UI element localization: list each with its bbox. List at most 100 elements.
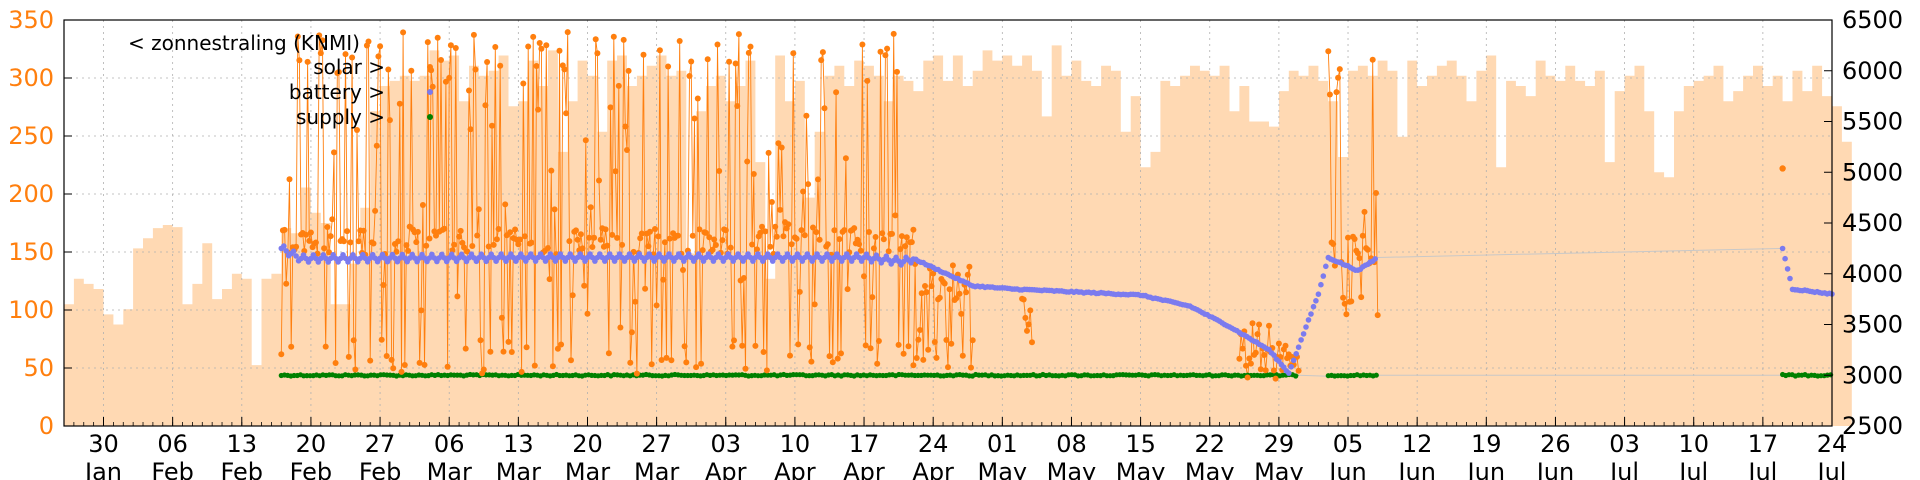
- solar-point: [597, 236, 604, 243]
- solar-point: [615, 82, 622, 89]
- solar-point: [889, 230, 895, 237]
- solar-point: [587, 204, 594, 211]
- battery-point: [283, 248, 290, 254]
- solar-point: [694, 95, 701, 102]
- solar-point: [612, 168, 619, 175]
- solar-point: [617, 324, 624, 331]
- solar-point: [892, 212, 899, 219]
- solar-point: [414, 228, 421, 235]
- solar-point: [592, 36, 599, 43]
- battery-point: [1295, 344, 1302, 351]
- solar-point: [908, 239, 915, 246]
- solar-point: [549, 363, 556, 370]
- solar-point: [507, 229, 514, 236]
- solar-point: [1261, 352, 1268, 358]
- tick-label-x-month: May: [1047, 458, 1097, 480]
- solar-point: [355, 238, 362, 245]
- solar-point: [1374, 312, 1381, 319]
- tick-label-y-left: 300: [8, 64, 54, 92]
- solar-point: [872, 234, 879, 240]
- solar-point: [647, 228, 653, 235]
- solar-point: [452, 45, 459, 51]
- battery-point: [1288, 364, 1294, 370]
- tick-label-x-day: 24: [918, 430, 949, 458]
- solar-point: [666, 235, 673, 242]
- solar-point: [1256, 321, 1263, 328]
- tick-label-y-right: 6500: [1842, 6, 1903, 34]
- battery-point: [1310, 303, 1317, 310]
- battery-point: [1779, 245, 1786, 252]
- solar-point: [485, 243, 492, 250]
- tick-label-x-day: 06: [157, 430, 188, 458]
- solar-point: [740, 275, 747, 281]
- solar-point: [413, 239, 420, 246]
- solar-point: [434, 34, 441, 41]
- battery-point: [1323, 263, 1329, 270]
- solar-point: [360, 227, 367, 234]
- solar-point: [528, 239, 535, 246]
- solar-point: [349, 54, 356, 61]
- solar-point: [426, 235, 433, 242]
- tick-label-y-right: 6000: [1842, 57, 1903, 85]
- solar-point: [1020, 296, 1027, 303]
- solar-point: [640, 51, 647, 58]
- solar-point: [903, 234, 910, 241]
- solar-point: [1354, 250, 1361, 257]
- tick-label-x-day: 15: [1125, 430, 1156, 458]
- solar-point: [375, 53, 382, 60]
- solar-point: [561, 66, 568, 73]
- solar-point: [340, 238, 347, 245]
- solar-point: [833, 89, 840, 96]
- solar-point: [1246, 355, 1253, 362]
- solar-point: [589, 244, 596, 250]
- supply-point: [1293, 373, 1299, 379]
- solar-point: [604, 242, 611, 249]
- tick-label-y-right: 4500: [1842, 209, 1903, 237]
- battery-gap-line: [1377, 247, 1783, 259]
- solar-point: [834, 355, 841, 362]
- solar-point: [785, 221, 792, 228]
- solar-point: [663, 354, 670, 361]
- solar-point: [948, 340, 955, 347]
- solar-point: [1236, 355, 1243, 362]
- solar-point: [862, 342, 869, 349]
- solar-point: [627, 359, 634, 366]
- solar-point: [897, 246, 904, 253]
- solar-point: [778, 144, 785, 151]
- solar-point: [584, 310, 591, 317]
- solar-point: [610, 33, 617, 40]
- irradiation-area: [64, 45, 1852, 427]
- battery-point: [1290, 357, 1297, 364]
- solar-point: [815, 176, 821, 183]
- solar-point: [898, 233, 905, 240]
- solar-point: [1254, 331, 1261, 338]
- solar-point: [931, 339, 938, 345]
- solar-point: [564, 29, 571, 36]
- solar-point: [856, 241, 863, 248]
- solar-point: [930, 270, 937, 277]
- tick-label-x-day: 10: [780, 430, 811, 458]
- solar-point: [365, 38, 372, 45]
- solar-point: [322, 343, 329, 350]
- battery-point: [1315, 291, 1322, 298]
- battery-point: [1372, 256, 1378, 262]
- solar-point: [1340, 294, 1347, 301]
- solar-point: [691, 115, 698, 122]
- solar-point: [851, 225, 858, 232]
- solar-point: [665, 63, 672, 70]
- tick-label-x-day: 19: [1471, 430, 1502, 458]
- battery-point: [1782, 255, 1788, 262]
- solar-point: [628, 329, 635, 336]
- solar-point: [492, 44, 499, 50]
- tick-label-x-day: 17: [849, 430, 880, 458]
- solar-point: [775, 140, 782, 147]
- solar-point: [895, 341, 902, 348]
- solar-point: [462, 345, 469, 352]
- solar-point: [796, 288, 803, 295]
- solar-point: [681, 343, 688, 350]
- solar-point: [900, 350, 907, 357]
- solar-point: [316, 32, 323, 39]
- tick-label-x-day: 10: [1678, 430, 1709, 458]
- solar-point: [429, 83, 436, 90]
- solar-point: [573, 227, 579, 234]
